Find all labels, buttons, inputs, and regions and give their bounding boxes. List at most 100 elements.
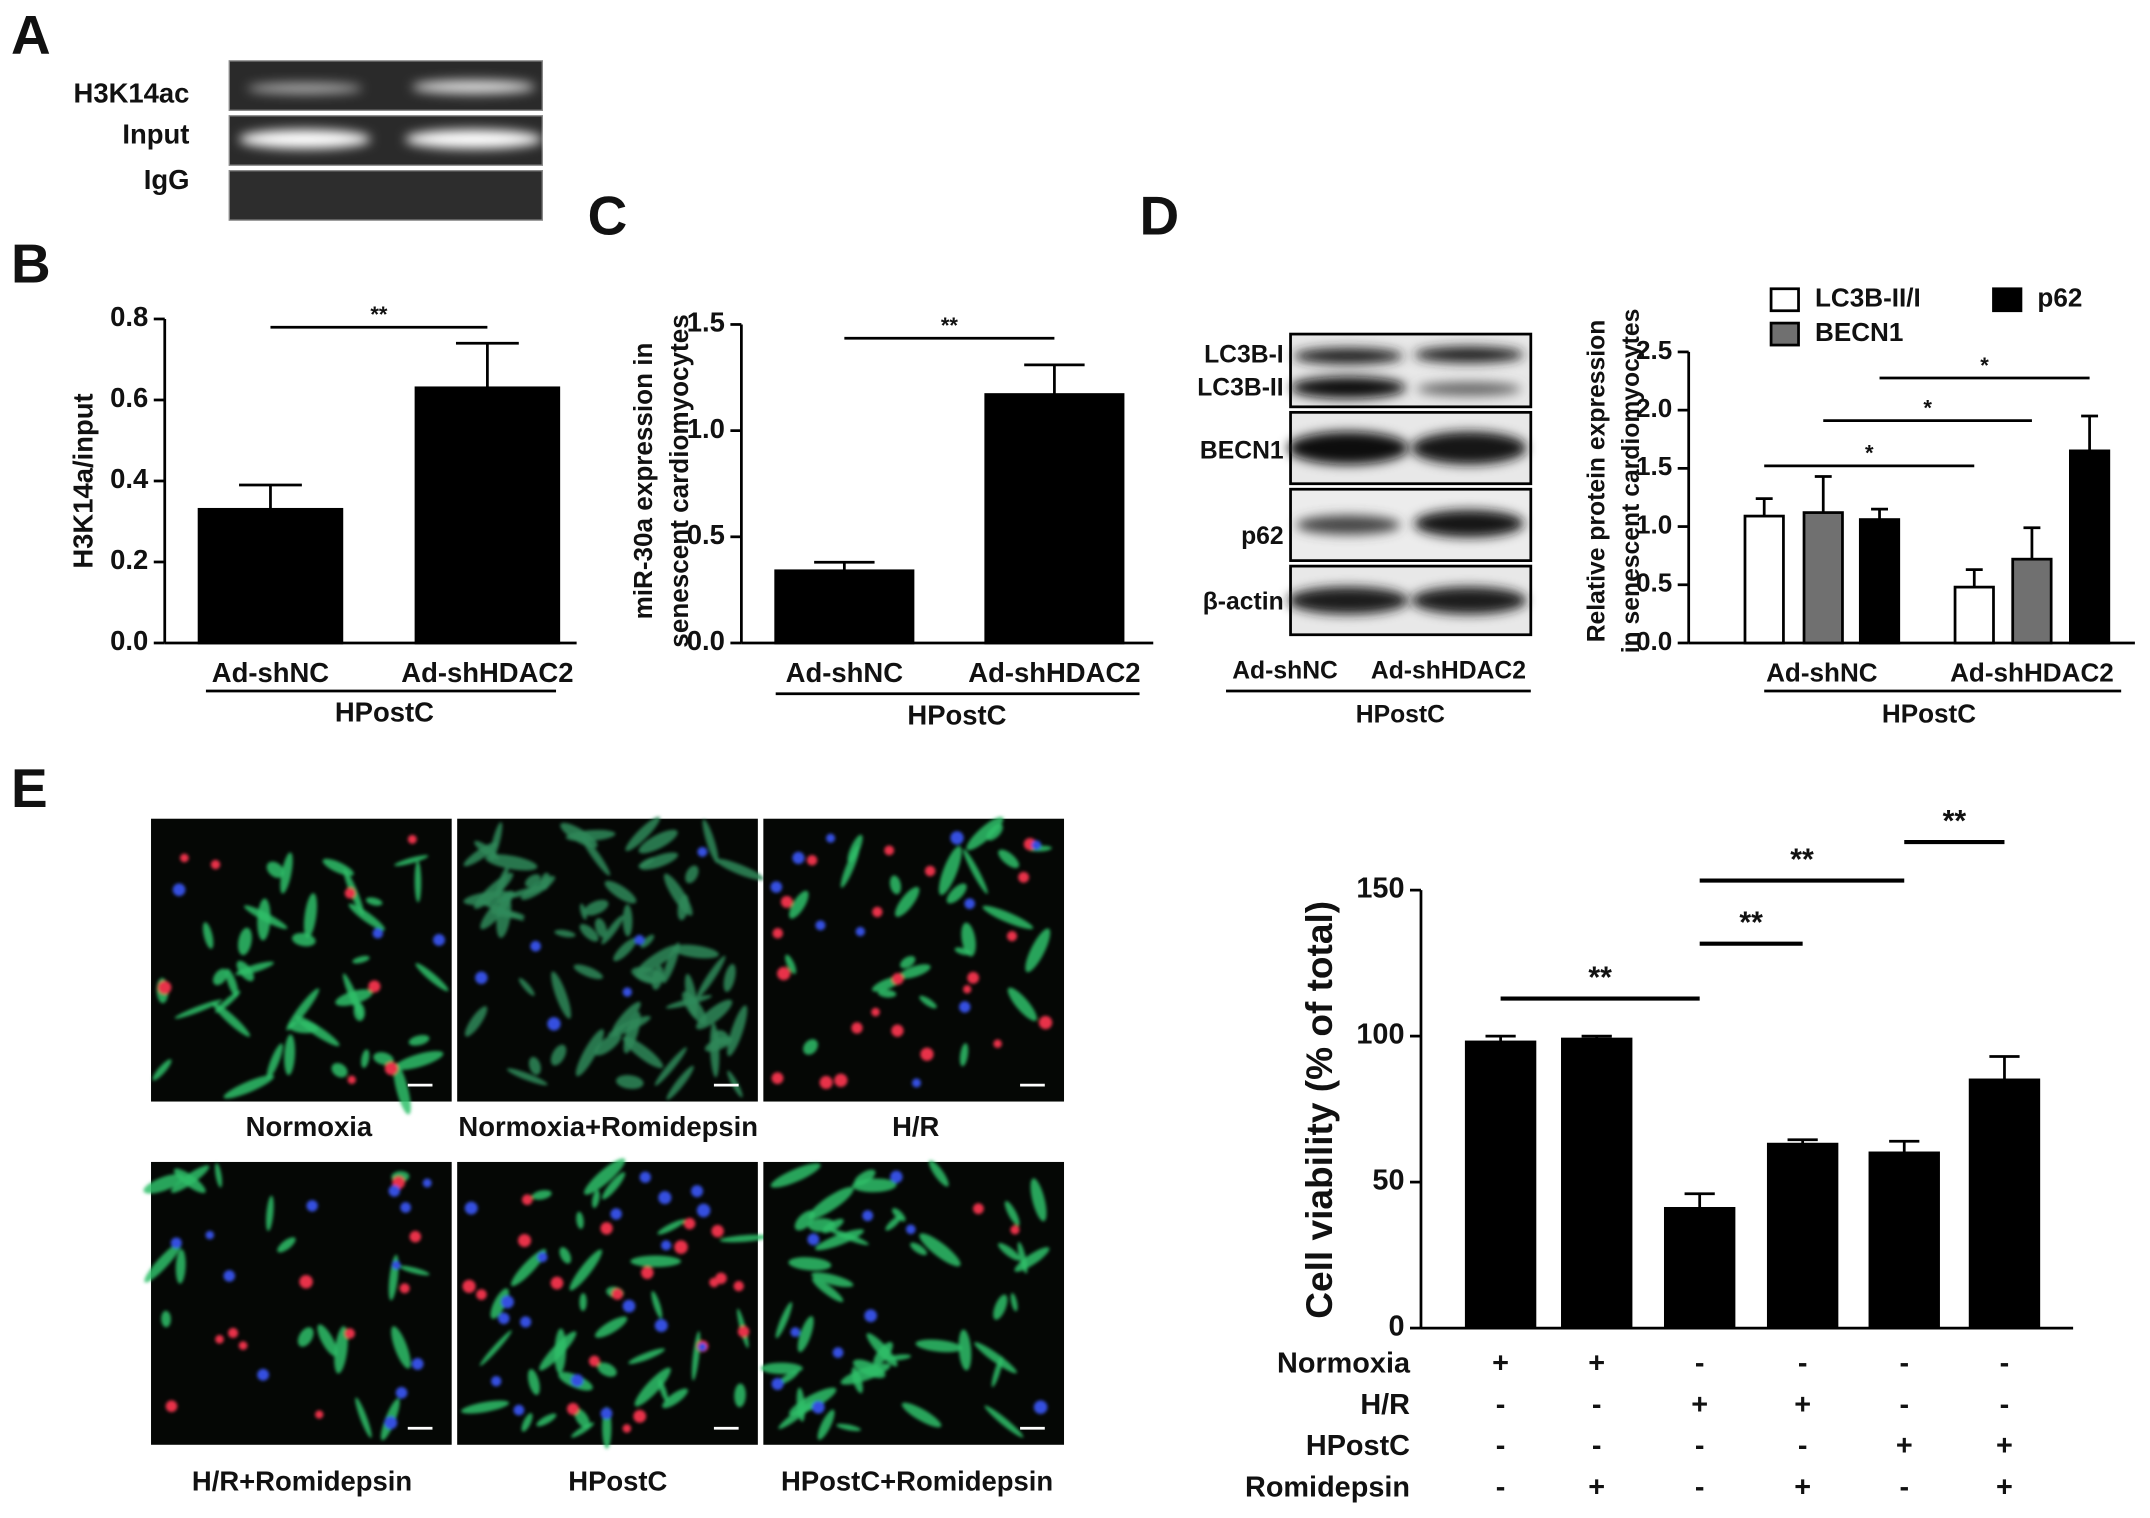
cell xyxy=(892,1208,906,1222)
western-blot xyxy=(1226,332,1533,693)
bar xyxy=(1766,1142,1839,1330)
gel-row-label: IgG xyxy=(144,164,190,195)
blot-lane-label: Ad-shHDAC2 xyxy=(1371,657,1526,684)
blot-lane-label: Ad-shNC xyxy=(1232,657,1338,684)
cell xyxy=(966,816,1004,851)
cell xyxy=(719,1234,770,1243)
group-label: HPostC xyxy=(335,697,434,728)
error-bar xyxy=(455,341,519,388)
cell xyxy=(616,1075,644,1090)
cell xyxy=(1030,1178,1047,1222)
blot-row-label: LC3B-I xyxy=(1204,342,1284,369)
y-tick-label: 50 xyxy=(1372,1165,1404,1197)
nucleus xyxy=(834,1073,848,1087)
cell xyxy=(817,1409,835,1440)
nucleus xyxy=(530,940,541,952)
nucleus xyxy=(905,1224,916,1235)
nucleus xyxy=(550,1276,564,1290)
cells xyxy=(760,1160,1050,1440)
cell xyxy=(946,883,967,904)
cell xyxy=(919,1233,961,1267)
cell xyxy=(408,1034,430,1046)
cell xyxy=(723,963,736,992)
y-axis-label: senescent cardiomyocytes xyxy=(664,314,694,647)
bar xyxy=(1858,518,1901,645)
cell xyxy=(597,1362,617,1377)
cell xyxy=(713,1030,730,1046)
cells xyxy=(143,1163,432,1441)
cell xyxy=(900,955,916,969)
nucleus xyxy=(570,1374,584,1387)
cell xyxy=(602,1172,626,1200)
condition-mark: - xyxy=(1798,1430,1808,1462)
bar xyxy=(1802,511,1844,645)
y-tick-label: 1.0 xyxy=(687,413,725,444)
cell xyxy=(174,999,223,1019)
cell xyxy=(573,964,603,980)
nucleus xyxy=(771,1072,784,1085)
nucleus xyxy=(891,972,904,985)
condition-mark: - xyxy=(1695,1348,1705,1380)
cell xyxy=(393,1062,411,1115)
y-tick-label: 0.5 xyxy=(1636,568,1672,598)
nucleus xyxy=(517,1233,532,1248)
nucleus xyxy=(792,851,805,864)
cell xyxy=(288,1021,319,1034)
legend-label: p62 xyxy=(2037,283,2082,313)
error-bar xyxy=(1581,1034,1612,1040)
condition-mark: + xyxy=(1896,1430,1913,1462)
nucleus xyxy=(476,1289,487,1300)
nucleus xyxy=(622,1299,636,1313)
legend-swatch xyxy=(1769,287,1800,313)
nucleus xyxy=(832,1347,844,1358)
significance-label: ** xyxy=(1943,805,1967,838)
panel-label: D xyxy=(1140,185,1180,247)
cell xyxy=(518,977,535,996)
cell xyxy=(662,942,680,984)
cell xyxy=(353,1002,365,1022)
gel-row-label: Input xyxy=(122,119,189,150)
cell xyxy=(682,991,707,1025)
micrograph-caption: Normoxia+Romidepsin xyxy=(458,1111,758,1142)
condition-mark: - xyxy=(1592,1389,1602,1421)
error-bar xyxy=(1755,497,1773,517)
cell xyxy=(998,849,1020,869)
nucleus xyxy=(658,1191,672,1205)
cell xyxy=(910,1242,927,1256)
cell xyxy=(223,1075,275,1099)
blot-row-label: LC3B-II xyxy=(1197,375,1283,402)
nucleus xyxy=(610,1208,622,1220)
nucleus xyxy=(777,966,791,981)
cell xyxy=(638,829,678,854)
nucleus xyxy=(1006,931,1018,942)
nucleus xyxy=(433,933,445,946)
cell xyxy=(658,1378,669,1402)
cell xyxy=(959,1043,969,1067)
cell xyxy=(1004,1200,1020,1226)
nucleus xyxy=(864,1309,878,1323)
micrograph-caption: H/R+Romidepsin xyxy=(192,1465,412,1496)
bar xyxy=(1464,1040,1537,1330)
nucleus xyxy=(407,834,417,844)
nucleus xyxy=(491,1375,502,1387)
cell xyxy=(877,989,897,998)
nucleus xyxy=(771,1377,784,1390)
error-bar xyxy=(1871,507,1888,520)
bar xyxy=(1743,514,1785,645)
y-tick-label: 1.0 xyxy=(1636,509,1672,539)
cell xyxy=(257,898,271,941)
gel-row-label: H3K14ac xyxy=(74,77,190,108)
significance-label: * xyxy=(1865,441,1874,466)
cell xyxy=(152,1059,172,1081)
cell xyxy=(654,1047,687,1086)
cell xyxy=(202,922,214,949)
cell xyxy=(144,1242,182,1283)
nucleus xyxy=(391,1260,401,1270)
cell xyxy=(993,1294,1008,1320)
cell xyxy=(734,1383,746,1408)
nucleus xyxy=(566,1402,579,1415)
condition-mark: - xyxy=(1496,1471,1506,1503)
nucleus xyxy=(223,1270,236,1282)
significance-label: ** xyxy=(370,302,388,327)
y-tick-label: 2.5 xyxy=(1636,335,1672,365)
